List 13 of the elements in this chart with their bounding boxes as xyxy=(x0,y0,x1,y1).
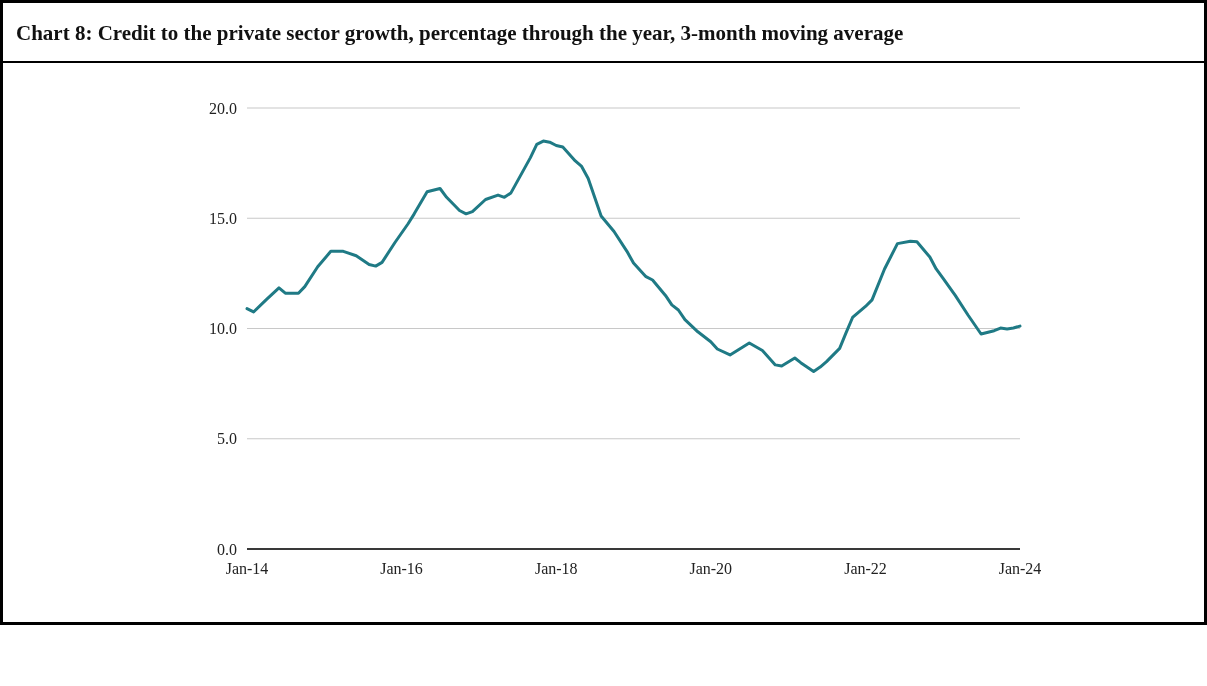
x-tick-label: Jan-18 xyxy=(534,560,578,577)
y-tick-label: 5.0 xyxy=(217,430,237,448)
y-tick-label: 20.0 xyxy=(209,99,237,117)
x-tick-label: Jan-20 xyxy=(689,560,733,577)
y-tick-label: 10.0 xyxy=(209,320,237,338)
x-tick-label: Jan-22 xyxy=(844,560,887,577)
y-tick-label: 0.0 xyxy=(217,540,237,558)
x-tick-label: Jan-16 xyxy=(380,560,423,577)
line-series xyxy=(245,139,1022,373)
x-tick-label: Jan-14 xyxy=(225,560,269,577)
chart-title: Chart 8: Credit to the private sector growth, percentage through the year, 3-month moving average xyxy=(16,21,904,45)
y-tick-label: 15.0 xyxy=(209,209,237,227)
x-tick-label: Jan-24 xyxy=(998,560,1042,577)
